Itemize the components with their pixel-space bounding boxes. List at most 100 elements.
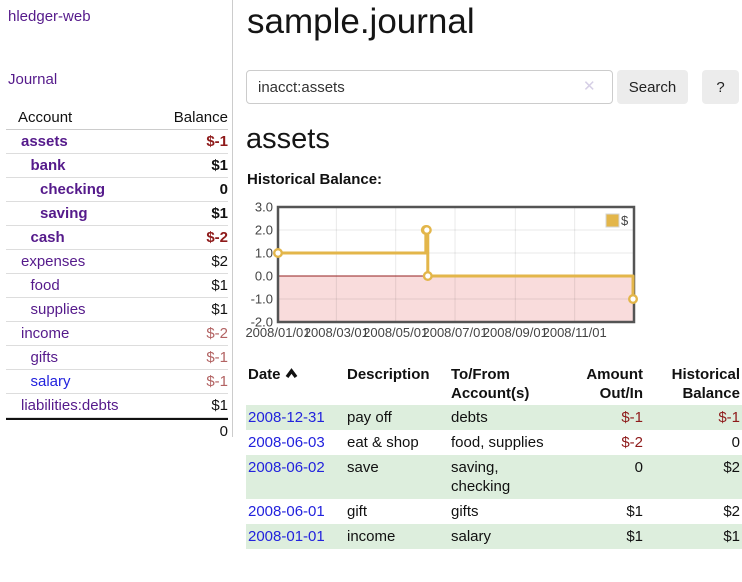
column-header-date[interactable]: Date — [246, 363, 345, 405]
transaction-row: 2008-06-03 eat & shop food, supplies $-2 0 — [246, 430, 742, 455]
data-point-marker — [422, 270, 433, 281]
transactions-header-row: Date Description To/From Account(s) Amou… — [246, 363, 742, 405]
y-axis-tick-label: 0.0 — [255, 269, 273, 284]
transaction-description: eat & shop — [347, 434, 419, 451]
chart-negative-region — [278, 276, 634, 322]
account-link[interactable]: bank — [30, 157, 66, 174]
search-bar: ✕ Search ? — [246, 70, 742, 104]
sidebar: hledger-web Journal Account Balance asse… — [0, 0, 233, 440]
column-header-description: Description — [347, 366, 430, 383]
account-link[interactable]: saving — [40, 205, 88, 222]
account-row-assets: assets $-1 — [6, 130, 228, 154]
account-link[interactable]: gifts — [30, 349, 59, 366]
chart-border — [276, 205, 636, 324]
account-link[interactable]: supplies — [30, 301, 86, 318]
transaction-date-link[interactable]: 2008-06-01 — [248, 503, 325, 520]
transaction-amount: $1 — [626, 503, 643, 520]
y-axis-tick-label: -1.0 — [251, 292, 273, 307]
account-link[interactable]: checking — [40, 181, 106, 198]
transaction-date-link[interactable]: 2008-06-03 — [248, 434, 325, 451]
x-axis-tick-label: 2008/01/01 — [245, 325, 310, 340]
account-row-expenses: expenses $2 — [6, 250, 228, 274]
legend-label: $ — [621, 213, 629, 228]
transaction-description: gift — [347, 503, 368, 520]
transaction-row: 2008-06-01 gift gifts $1 $2 — [246, 499, 742, 524]
transaction-balance: $-1 — [718, 409, 740, 426]
y-axis-tick-label: 3.0 — [255, 200, 273, 215]
column-header-balance: Historical Balance — [671, 366, 740, 402]
transaction-description: save — [347, 459, 379, 476]
account-row-bank: bank $1 — [6, 154, 228, 178]
account-row-saving: saving $1 — [6, 202, 228, 226]
account-balance: $2 — [211, 253, 228, 270]
accounts-total-row: 0 — [6, 418, 228, 443]
transaction-accounts: salary — [451, 528, 492, 545]
transaction-amount: $1 — [626, 528, 643, 545]
data-point-marker — [273, 248, 284, 259]
transaction-date-link[interactable]: 2008-06-02 — [248, 459, 325, 476]
account-balance: $1 — [211, 205, 228, 222]
accounts-total-value: 0 — [219, 423, 228, 440]
transaction-date-link[interactable]: 2008-12-31 — [248, 409, 325, 426]
account-balance: $-2 — [206, 229, 228, 246]
transaction-amount: $-1 — [621, 409, 643, 426]
transaction-amount: 0 — [634, 459, 643, 476]
account-row-gifts: gifts $-1 — [6, 346, 228, 370]
search-input[interactable] — [246, 70, 613, 104]
help-button[interactable]: ? — [702, 70, 739, 104]
y-axis-tick-label: -2.0 — [251, 315, 273, 330]
account-row-liabilities-debts: liabilities:debts $1 — [6, 394, 228, 418]
account-balance: 0 — [219, 181, 228, 198]
transaction-description: income — [347, 528, 396, 545]
chart-title: Historical Balance: — [247, 171, 383, 188]
x-axis-tick-label: 2008/11/01 — [543, 325, 607, 340]
account-balance: $-1 — [206, 133, 228, 150]
transaction-accounts: debts — [451, 409, 488, 426]
accounts-table: Account Balance assets $-1 bank $1 checking 0… — [6, 106, 228, 443]
sort-up-icon — [285, 368, 297, 379]
account-row-food: food $1 — [6, 274, 228, 298]
account-balance: $1 — [211, 277, 228, 294]
account-balance: $-2 — [206, 325, 228, 342]
account-row-checking: checking 0 — [6, 178, 228, 202]
transaction-description: pay off — [347, 409, 392, 426]
app-title-link[interactable]: hledger-web — [8, 8, 91, 25]
accounts-table-header: Account Balance — [6, 106, 228, 130]
account-link[interactable]: food — [30, 277, 60, 294]
account-link[interactable]: cash — [30, 229, 65, 246]
account-link[interactable]: salary — [30, 373, 71, 390]
clear-search-icon[interactable]: ✕ — [583, 78, 596, 95]
account-link[interactable]: liabilities:debts — [21, 397, 119, 414]
transaction-balance: $2 — [723, 459, 740, 476]
account-balance: $1 — [211, 157, 228, 174]
account-link[interactable]: expenses — [21, 253, 86, 270]
accounts-header-account: Account — [18, 109, 73, 126]
accounts-rows: assets $-1 bank $1 checking 0 saving $1 cash $-2 e… — [6, 130, 228, 418]
search-button[interactable]: Search — [617, 70, 688, 104]
account-section-title: assets — [246, 123, 330, 155]
account-link[interactable]: assets — [21, 133, 68, 150]
account-row-salary: salary $-1 — [6, 370, 228, 394]
x-axis-tick-label: 2008/09/01 — [483, 325, 548, 340]
account-balance: $-1 — [206, 349, 228, 366]
transaction-accounts: saving, checking — [451, 459, 511, 495]
transaction-amount: $-2 — [621, 434, 643, 451]
transaction-accounts: food, supplies — [451, 434, 544, 451]
transaction-row: 2008-12-31 pay off debts $-1 $-1 — [246, 405, 742, 430]
transaction-accounts: gifts — [451, 503, 479, 520]
transactions-table: Date Description To/From Account(s) Amou… — [246, 363, 742, 549]
account-balance: $1 — [211, 397, 228, 414]
y-axis-tick-label: 1.0 — [255, 246, 273, 261]
y-axis-tick-label: 2.0 — [255, 223, 273, 238]
accounts-header-balance: Balance — [173, 109, 228, 126]
column-header-amount: Amount Out/In — [586, 366, 643, 402]
transaction-balance: 0 — [731, 434, 740, 451]
account-link[interactable]: income — [21, 325, 70, 342]
column-header-accounts: To/From Account(s) — [451, 366, 530, 402]
account-row-cash: cash $-2 — [6, 226, 228, 250]
x-axis-tick-label: 2008/05/01 — [363, 325, 428, 340]
transaction-date-link[interactable]: 2008-01-01 — [248, 528, 325, 545]
sidebar-item-journal[interactable]: Journal — [8, 71, 58, 88]
account-row-supplies: supplies $1 — [6, 298, 228, 322]
account-balance: $-1 — [206, 373, 228, 390]
